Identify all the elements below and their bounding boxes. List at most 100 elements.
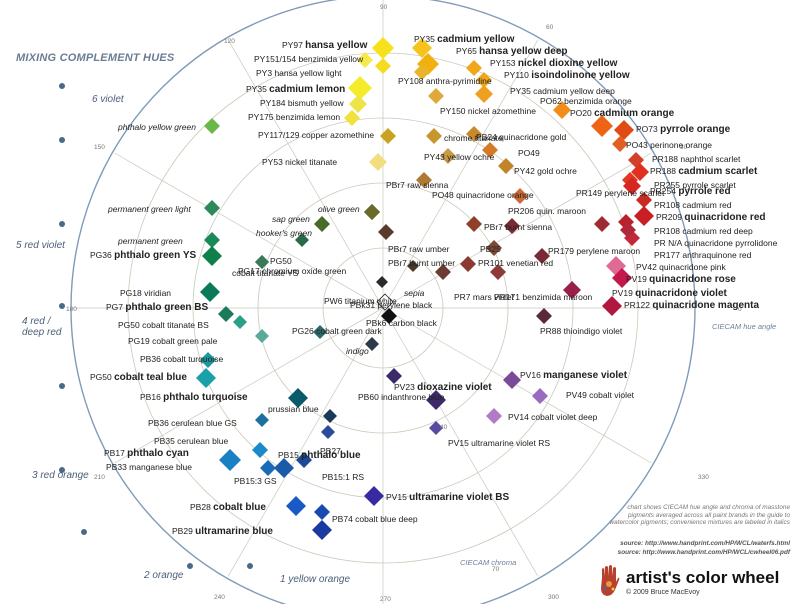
chroma-40: 40 <box>440 424 448 431</box>
pigment-label: PO48 quinacridone orange <box>432 190 534 200</box>
pigment-label: PY42 gold ochre <box>514 166 577 176</box>
pigment-name: quinacridone orange <box>456 190 534 200</box>
pigment-marker <box>429 421 443 435</box>
pigment-marker <box>534 248 550 264</box>
pigment-label: PR108 cadmium red <box>654 200 732 210</box>
pigment-code: PR108 <box>654 200 683 210</box>
pigment-marker <box>365 337 379 351</box>
pigment-name: cobalt violet <box>589 390 635 400</box>
pigment-marker <box>255 329 269 343</box>
pigment-label: PY151/154 benzimida yellow <box>254 54 363 64</box>
pigment-name: venetian red <box>506 258 554 268</box>
pigment-code: PV42 <box>636 262 660 272</box>
pigment-code: PY35 <box>414 34 438 44</box>
pigment-label: PG50 <box>270 256 292 266</box>
pigment-name: dioxazine violet <box>417 382 492 393</box>
pigment-marker <box>288 388 308 408</box>
pigment-code: PG26 <box>292 326 317 336</box>
pigment-marker <box>563 281 581 299</box>
chart-note: chart shows CIECAM hue angle and chroma … <box>609 504 790 527</box>
pigment-marker <box>295 233 309 247</box>
pigment-marker <box>504 218 520 234</box>
pigment-marker <box>623 177 641 195</box>
pigment-code: PW6 <box>324 296 345 306</box>
pigment-marker <box>252 442 268 458</box>
pigment-code: PG17 <box>238 266 263 276</box>
pigment-name: manganese blue <box>129 462 193 472</box>
pigment-label: PG26 cobalt green dark <box>292 326 382 336</box>
pigment-marker <box>296 452 312 468</box>
pigment-marker <box>536 308 552 324</box>
pigment-code: PR177 <box>654 250 683 260</box>
copyright: © 2009 Bruce MacEvoy <box>626 589 700 596</box>
pigment-label: PBr7 raw sienna <box>386 180 448 190</box>
pigment-name: cobalt green pale <box>152 336 218 346</box>
pigment-code: PR149 <box>576 188 605 198</box>
pigment-marker <box>375 58 391 74</box>
pigment-marker <box>364 486 384 506</box>
pigment-label: PY97 hansa yellow <box>282 40 367 51</box>
pigment-code: PR206 <box>508 206 537 216</box>
pigment-name: hansa yellow deep <box>479 46 568 57</box>
pigment-label: PV16 manganese violet <box>520 370 627 381</box>
pigment-name: carbon black <box>388 318 437 328</box>
hue-spoke <box>382 307 652 464</box>
pigment-label: PV15 ultramarine violet RS <box>448 438 550 448</box>
pigment-label: PR7 mars violet <box>454 292 514 302</box>
pigment-code: PB35 <box>154 436 178 446</box>
pigment-label: PBr7 burnt sienna <box>484 222 552 232</box>
pigment-name: burnt umber <box>409 258 456 268</box>
pigment-label: PY110 isoindolinone yellow <box>504 70 630 81</box>
pigment-label: PBr7 raw umber <box>388 244 449 254</box>
pigment-name: bismuth yellow <box>287 98 344 108</box>
pigment-name: cerulean blue <box>177 436 229 446</box>
pigment-marker <box>312 520 332 540</box>
pigment-marker <box>426 128 442 144</box>
pigment-marker <box>414 64 430 80</box>
pigment-code: PY65 <box>456 46 480 56</box>
pigment-label: sap green <box>272 214 310 224</box>
pigment-label: PG19 cobalt green pale <box>128 336 217 346</box>
pigment-code: PR88 <box>540 326 564 336</box>
pigment-marker <box>364 204 380 220</box>
pigment-name: cadmium yellow deep <box>533 86 615 96</box>
pigment-label: PB35 cerulean blue <box>154 436 228 446</box>
chroma-axis-label: CIECAM chroma <box>460 558 517 567</box>
pigment-label: PG50 cobalt teal blue <box>90 372 187 383</box>
angle-210: 210 <box>94 474 105 481</box>
pigment-code: PB36 <box>148 418 172 428</box>
pigment-code: PV15 <box>386 492 410 502</box>
pigment-code: PY108 <box>398 76 426 86</box>
angle-300: 300 <box>548 594 559 601</box>
pigment-name: raw sienna <box>407 180 449 190</box>
pigment-label: indigo <box>346 346 369 356</box>
pigment-label: PY108 anthra-pyrimidine <box>398 76 492 86</box>
pigment-marker <box>486 240 502 256</box>
pigment-code: PB24 <box>476 132 500 142</box>
pigment-marker <box>532 388 548 404</box>
pigment-label: PO20 cadmium orange <box>570 108 674 119</box>
source-link-2: source: http://www.handprint.com/HP/WCL/… <box>617 549 790 556</box>
pigment-label: PR255 pyrrole scarlet <box>654 180 736 190</box>
pigment-marker <box>376 276 388 288</box>
pigment-label: PR209 quinacridone red <box>656 212 765 223</box>
pigment-name: benzimida yellow <box>298 54 364 64</box>
pigment-label: PR254 pyrrole red <box>650 186 731 197</box>
pigment-marker <box>435 264 451 280</box>
pigment-name: cadmium orange <box>594 108 675 119</box>
pigment-marker <box>349 95 367 113</box>
pigment-marker <box>503 371 521 389</box>
pigment-label: PR122 quinacridone magenta <box>624 300 759 311</box>
pigment-marker <box>255 255 269 269</box>
pigment-marker <box>386 368 402 384</box>
pigment-label: PR206 quin. maroon <box>508 206 586 216</box>
pigment-name: chromium oxide green <box>262 266 347 276</box>
hue-angle-axis-label: CIECAM hue angle <box>712 322 777 331</box>
pigment-label: PY35 cadmium yellow <box>414 34 514 45</box>
pigment-label: PBk31 perylene black <box>350 300 432 310</box>
pigment-marker <box>274 458 294 478</box>
pigment-code: PY35 <box>246 84 270 94</box>
pigment-label: PO49 <box>518 148 540 158</box>
pigment-name: pyrrole scarlet <box>682 180 736 190</box>
pigment-name: perylene maroon <box>576 246 641 256</box>
